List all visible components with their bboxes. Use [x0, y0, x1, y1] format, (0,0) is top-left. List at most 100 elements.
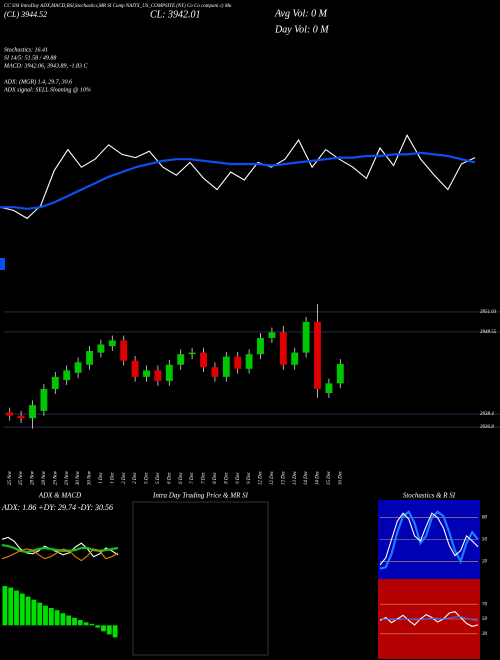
- x-tick-label: 25 Nov: [8, 470, 13, 485]
- y-tick-label: 3951.03: [480, 310, 497, 315]
- day-vol: Day Vol: 0 M: [274, 24, 329, 35]
- candle-body: [177, 354, 185, 365]
- x-tick-label: 6 Dec: [179, 471, 184, 484]
- x-tick-label: 28 Nov: [31, 470, 36, 485]
- x-tick-label: 30 Nov: [88, 470, 93, 485]
- candle-body: [86, 350, 93, 365]
- x-tick-label: 2 Dec: [122, 471, 127, 484]
- x-tick-label: 16 Dec: [338, 470, 343, 485]
- bar: [95, 625, 101, 628]
- y-tick-label: 20: [482, 560, 488, 565]
- bar: [83, 622, 89, 626]
- bar: [19, 593, 25, 626]
- candle-body: [257, 338, 264, 355]
- candle-body: [279, 332, 287, 365]
- bar: [14, 590, 19, 626]
- candle-body: [154, 370, 162, 381]
- close-label: (CL) 3944.52: [4, 10, 47, 19]
- candle-body: [108, 340, 116, 347]
- x-tick-label: 12 Dec: [270, 470, 275, 485]
- candle-body: [325, 383, 333, 394]
- candle-body: [6, 412, 14, 416]
- y-tick-label: 30: [482, 632, 488, 637]
- candle-body: [131, 360, 139, 377]
- x-tick-label: 7 Dec: [190, 471, 195, 484]
- bar: [48, 607, 54, 626]
- candle-body: [143, 370, 150, 377]
- candle-body: [222, 356, 230, 377]
- series-line: [0, 133, 476, 220]
- bar: [54, 610, 60, 626]
- y-tick-label: 50: [482, 538, 488, 543]
- x-tick-label: 25 Nov: [19, 470, 24, 485]
- macd-label: MACD: 3942.06, 3943.89, -1.83 C: [3, 62, 88, 69]
- legend-swatch: [0, 258, 5, 270]
- x-tick-label: 30 Nov: [76, 470, 81, 485]
- series-line: [379, 512, 479, 566]
- candle-body: [234, 356, 242, 369]
- x-tick-label: 7 Dec: [202, 471, 207, 484]
- x-tick-label: 8 Dec: [213, 471, 218, 484]
- x-tick-label: 14 Dec: [304, 470, 309, 485]
- x-tick-label: 13 Dec: [281, 470, 286, 485]
- y-tick-label: 3936.8: [480, 425, 494, 430]
- x-tick-label: 1 Dec: [99, 471, 104, 484]
- candle-body: [29, 405, 36, 419]
- x-tick-label: 9 Dec: [236, 471, 241, 484]
- bar: [2, 586, 8, 626]
- bar: [37, 602, 43, 626]
- candle-body: [188, 352, 196, 355]
- candle-body: [97, 344, 105, 353]
- x-tick-label: 5 Dec: [145, 471, 150, 484]
- y-tick-label: 3948.55: [480, 330, 497, 335]
- bar: [66, 615, 72, 626]
- candle-body: [63, 370, 71, 381]
- header-title: CC 504 IntraDay ADX,MACD,BSI,Stochastics…: [4, 4, 232, 9]
- x-tick-label: 8 Dec: [224, 471, 229, 484]
- candle-body: [200, 352, 207, 368]
- series-line: [1, 548, 119, 562]
- y-tick-label: 70: [482, 602, 488, 607]
- bar: [25, 596, 31, 626]
- bar: [101, 625, 106, 632]
- candle-body: [17, 415, 25, 419]
- x-tick-label: 9 Dec: [247, 471, 252, 484]
- candle-body: [336, 363, 344, 384]
- stoch-label: Stochastics: 16.41: [4, 46, 48, 53]
- panel-frame: [132, 501, 269, 656]
- panel-subtitle: ADX: 1.86 +DY: 29.74 -DY: 30.56: [1, 503, 113, 512]
- candle-body: [40, 389, 48, 411]
- y-tick-label: 50: [482, 617, 488, 622]
- series-line: [1, 536, 119, 558]
- candle-body: [165, 364, 173, 381]
- y-tick-label: 80: [482, 516, 488, 521]
- si-label: SI 14/5: 51.58 / 49.88: [4, 54, 56, 61]
- candle-body: [291, 352, 299, 365]
- bar: [72, 617, 77, 626]
- x-tick-label: 28 Nov: [42, 470, 47, 485]
- bar: [112, 625, 118, 638]
- bar: [8, 587, 14, 626]
- candle-body: [120, 340, 128, 361]
- candle-body: [211, 367, 219, 377]
- x-tick-label: 13 Dec: [293, 470, 298, 485]
- candle-body: [51, 376, 59, 390]
- bar: [77, 620, 83, 626]
- panel-title: ADX & MACD: [38, 492, 81, 500]
- series-line: [380, 616, 479, 622]
- x-tick-label: 2 Dec: [133, 471, 138, 484]
- candle-body: [74, 362, 82, 373]
- candle-body: [302, 321, 310, 353]
- avg-vol: Avg Vol: 0 M: [274, 8, 328, 19]
- bar: [31, 599, 37, 626]
- series-line: [379, 510, 479, 570]
- series-line: [0, 151, 476, 210]
- x-tick-label: 6 Dec: [167, 471, 172, 484]
- adx-signal: ADX signal: SELL Sloaning @ 10%: [3, 87, 91, 93]
- x-tick-label: 29 Nov: [53, 470, 58, 485]
- candle-body: [245, 354, 253, 369]
- x-tick-label: 14 Dec: [316, 470, 321, 485]
- bar: [43, 605, 48, 626]
- bar: [60, 613, 66, 626]
